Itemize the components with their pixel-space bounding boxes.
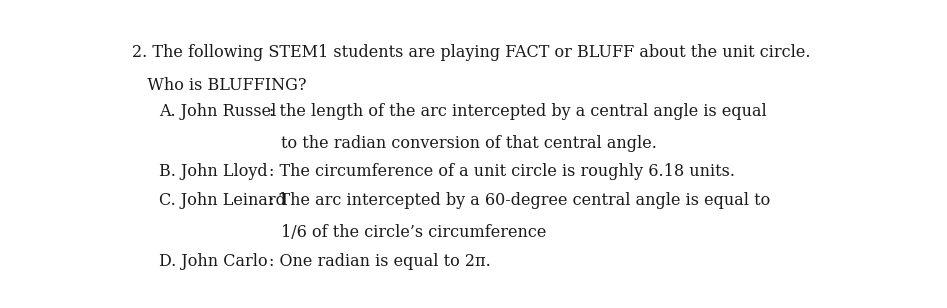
Text: Who is BLUFFING?: Who is BLUFFING?: [132, 77, 306, 94]
Text: C. John Leinard: C. John Leinard: [159, 192, 286, 209]
Text: : The circumference of a unit circle is roughly 6.18 units.: : The circumference of a unit circle is …: [269, 163, 735, 180]
Text: : the length of the arc intercepted by a central angle is equal: : the length of the arc intercepted by a…: [269, 103, 766, 120]
Text: to the radian conversion of that central angle.: to the radian conversion of that central…: [281, 136, 657, 152]
Text: : The arc intercepted by a 60-degree central angle is equal to: : The arc intercepted by a 60-degree cen…: [269, 192, 770, 209]
Text: A. John Russel: A. John Russel: [159, 103, 277, 120]
Text: D. John Carlo: D. John Carlo: [159, 253, 267, 270]
Text: 2. The following STEM1 students are playing FACT or BLUFF about the unit circle.: 2. The following STEM1 students are play…: [132, 44, 810, 61]
Text: : One radian is equal to 2π.: : One radian is equal to 2π.: [269, 253, 491, 270]
Text: B. John Lloyd: B. John Lloyd: [159, 163, 267, 180]
Text: 1/6 of the circle’s circumference: 1/6 of the circle’s circumference: [281, 224, 546, 241]
